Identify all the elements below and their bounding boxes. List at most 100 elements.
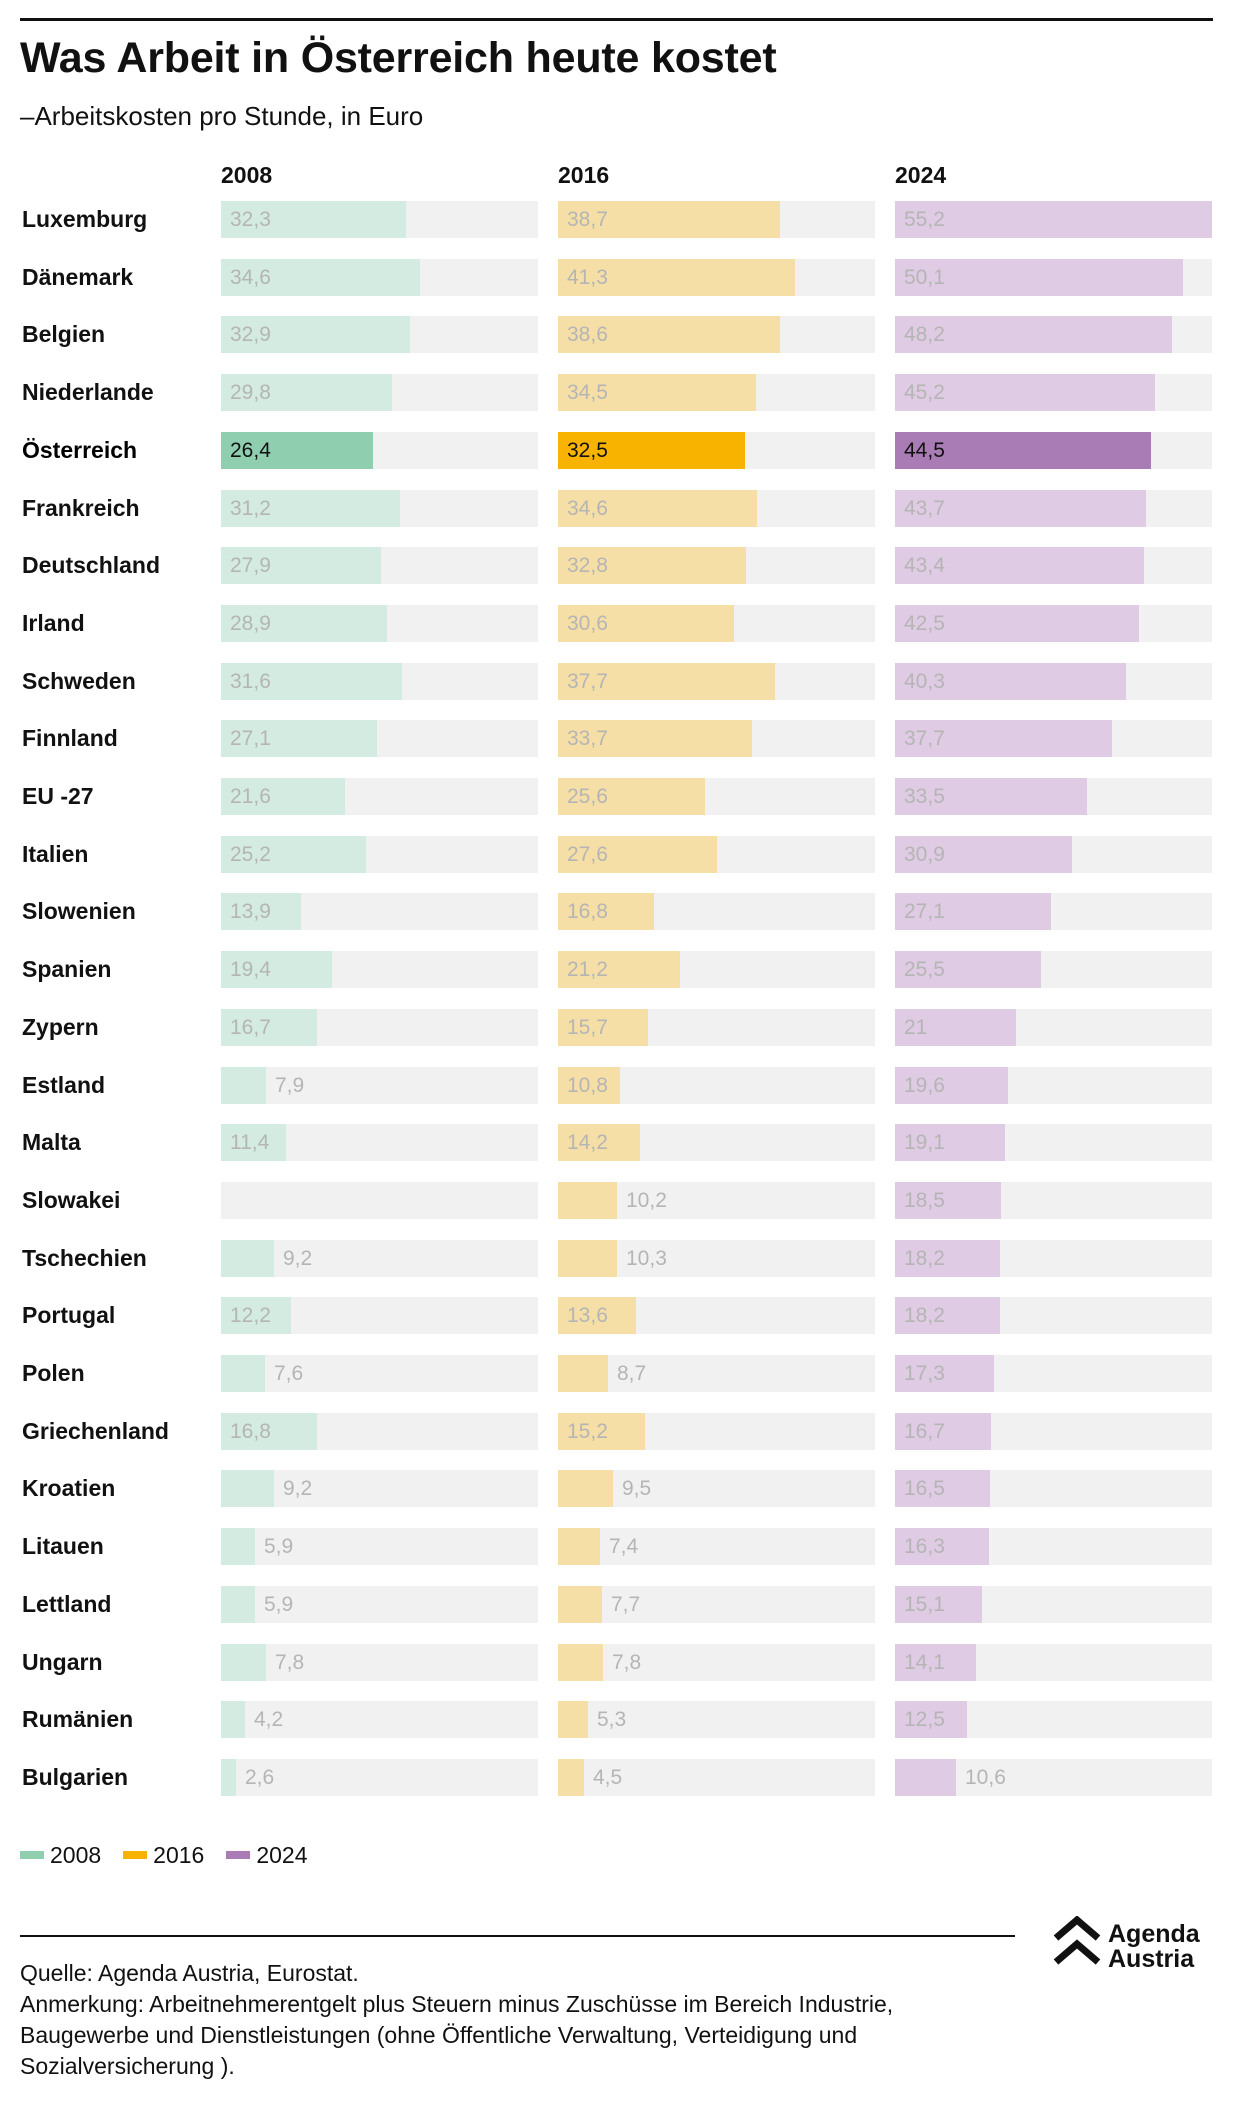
data-label-2024: 15,1: [904, 1592, 945, 1616]
data-label-2008: 16,8: [230, 1419, 271, 1443]
country-label: Tschechien: [22, 1244, 147, 1271]
bar-2008: [221, 951, 332, 989]
column-header-2024: 2024: [895, 162, 947, 188]
bar-2016: [558, 201, 780, 238]
country-label: Finnland: [22, 725, 118, 752]
bar-2024: [895, 1701, 967, 1739]
data-label-2008: 27,9: [230, 554, 271, 578]
bar-2016: [558, 720, 752, 758]
data-label-2008: 5,9: [264, 1592, 294, 1616]
bar-track: [221, 1528, 538, 1566]
legend-swatch-2016: [123, 1851, 148, 1859]
bar-2008: [221, 1643, 266, 1681]
data-label-2016: 10,2: [626, 1188, 667, 1212]
bar-2008: [221, 1528, 255, 1566]
data-label-2016: 37,7: [567, 669, 608, 693]
data-label-2016: 15,2: [567, 1419, 608, 1443]
data-label-2016: 34,6: [567, 496, 608, 520]
bar-track: [221, 1643, 538, 1681]
bar-2016: [558, 1066, 620, 1104]
country-label: Polen: [22, 1360, 85, 1386]
bar-2016: [558, 893, 654, 931]
bar-2024: [895, 1758, 956, 1796]
bar-2016: [558, 1585, 602, 1623]
bar-2016: [558, 835, 717, 873]
data-label-2024: 45,2: [904, 381, 945, 405]
country-label: Portugal: [22, 1302, 116, 1329]
country-label: Spanien: [22, 956, 112, 983]
country-label: Estland: [22, 1071, 106, 1098]
bar-2016: [558, 258, 795, 296]
bar-2024: [895, 547, 1144, 585]
bar-track: [221, 1181, 538, 1219]
bar-2024: [895, 1585, 982, 1623]
country-label: Kroatien: [22, 1475, 116, 1502]
legend-swatch-2008: [20, 1851, 44, 1859]
bar-track: [221, 1585, 538, 1623]
bar-2008: [221, 258, 420, 296]
data-label-2008: 29,8: [230, 381, 271, 405]
data-label-2016: 10,3: [626, 1246, 667, 1270]
data-label-2024: 25,5: [904, 958, 945, 982]
data-label-2008: 21,6: [230, 785, 271, 808]
country-label: Schweden: [22, 667, 136, 694]
data-label-2008: 13,9: [230, 900, 271, 924]
bar-2016: [558, 1008, 648, 1046]
data-label-2008: 12,2: [230, 1304, 271, 1328]
bar-2024: [895, 1355, 994, 1392]
footer-rule: [20, 1935, 1015, 1937]
bar-2024: [895, 778, 1087, 815]
data-label-2016: 7,8: [612, 1650, 642, 1674]
country-label: Rumänien: [22, 1706, 134, 1733]
country-label: Zypern: [22, 1013, 99, 1040]
country-label: Dänemark: [22, 263, 134, 290]
bar-2024: [895, 1066, 1008, 1104]
bar-2016: [558, 604, 734, 642]
data-label-2024: 48,2: [904, 323, 945, 347]
legend: 2008 2016 2024: [20, 1840, 330, 1870]
legend-label-2008: 2008: [50, 1841, 102, 1868]
legend-swatch-2024: [226, 1851, 251, 1859]
bar-2008: [221, 1239, 274, 1277]
data-label-2024: 12,5: [904, 1708, 945, 1732]
bar-2008: [221, 1066, 266, 1104]
data-label-2024: 50,1: [904, 265, 945, 289]
bar-track: [221, 1758, 538, 1796]
bar-2016: [558, 1297, 636, 1335]
bar-2008: [221, 489, 400, 527]
country-label: Frankreich: [22, 494, 140, 521]
data-label-2024: 16,3: [904, 1535, 945, 1559]
bar-2024: [895, 720, 1112, 758]
data-label-2016: 8,7: [617, 1362, 647, 1385]
bar-2016: [558, 547, 746, 585]
data-label-2016: 4,5: [593, 1765, 623, 1789]
data-label-2024: 16,7: [904, 1419, 945, 1443]
legend-label-2024: 2024: [256, 1841, 308, 1868]
data-label-2024: 33,5: [904, 785, 945, 808]
data-label-2008: 7,8: [275, 1650, 305, 1674]
country-label: Slowenien: [22, 898, 136, 925]
bar-2024: [895, 1643, 976, 1681]
country-label: Malta: [22, 1129, 81, 1156]
logo-line-1: Agenda: [1108, 1920, 1200, 1948]
bar-2024: [895, 1528, 989, 1566]
country-label: Italien: [22, 840, 89, 867]
bar-2024: [895, 662, 1126, 700]
bar-2016: [558, 951, 680, 989]
country-label: EU -27: [22, 783, 94, 809]
bar-2016: [558, 1124, 640, 1162]
country-label: Luxemburg: [22, 206, 148, 232]
data-label-2016: 41,3: [567, 265, 608, 289]
data-label-2008: 32,9: [230, 323, 271, 347]
bar-2016: [558, 778, 705, 815]
data-label-2024: 44,5: [904, 438, 945, 462]
data-label-2008: 4,2: [254, 1708, 284, 1732]
country-label: Griechenland: [22, 1417, 169, 1444]
data-label-2008: 28,9: [230, 611, 271, 635]
bar-track: [558, 1355, 875, 1392]
data-label-2024: 16,5: [904, 1477, 945, 1501]
data-label-2024: 19,1: [904, 1131, 945, 1155]
data-label-2016: 25,6: [567, 785, 608, 808]
data-label-2024: 37,7: [904, 727, 945, 751]
bar-2024: [895, 1239, 1000, 1277]
